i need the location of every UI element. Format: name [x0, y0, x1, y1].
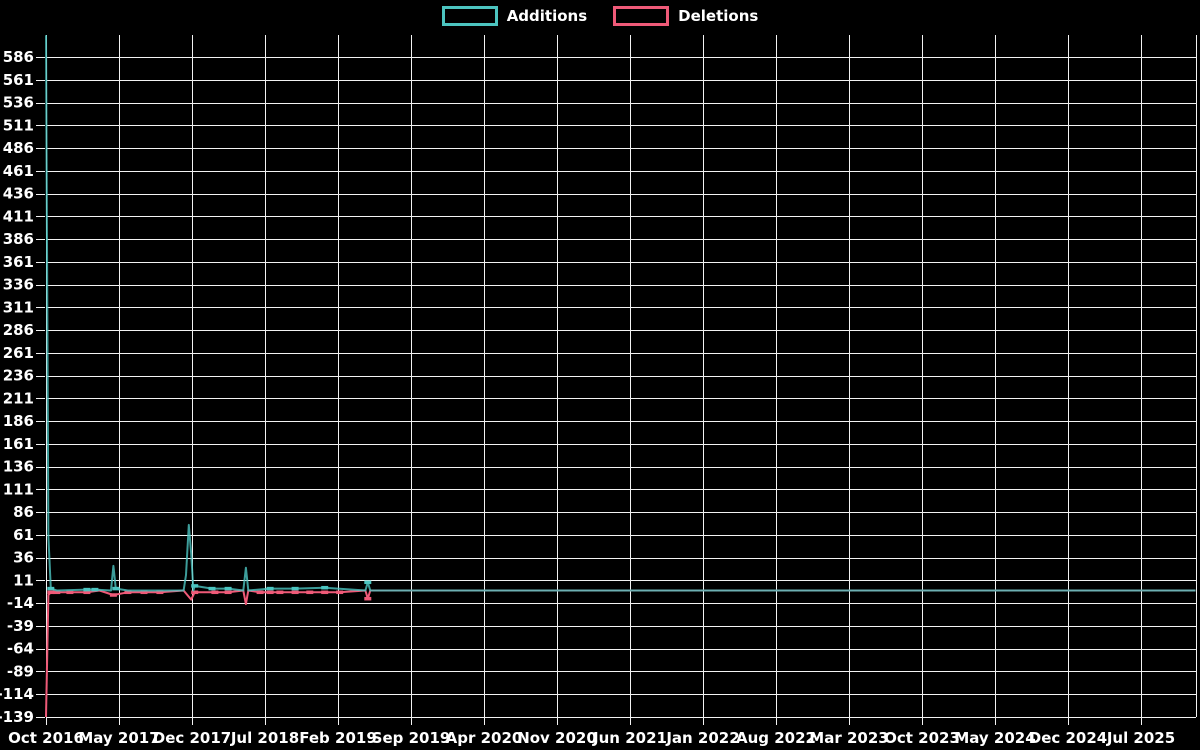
- additions-swatch-icon: [441, 6, 498, 26]
- svg-text:Nov 2020: Nov 2020: [517, 729, 597, 747]
- svg-text:211: 211: [3, 389, 34, 407]
- gridlines: [36, 35, 1197, 725]
- svg-text:-14: -14: [7, 594, 34, 612]
- legend-label-deletions: Deletions: [678, 6, 759, 25]
- svg-text:Aug 2022: Aug 2022: [736, 729, 816, 747]
- svg-text:Jun 2021: Jun 2021: [592, 729, 667, 747]
- svg-text:May 2017: May 2017: [78, 729, 159, 747]
- legend-item-deletions[interactable]: Deletions: [613, 6, 758, 26]
- deletions-swatch-icon: [613, 6, 670, 26]
- svg-text:136: 136: [3, 458, 34, 476]
- deletions-line: [45, 589, 1196, 718]
- svg-text:Oct 2016: Oct 2016: [8, 729, 84, 747]
- chart-legend: Additions Deletions: [0, 6, 1200, 26]
- additions-line: [45, 35, 1196, 592]
- svg-text:Dec 2024: Dec 2024: [1029, 729, 1108, 747]
- svg-text:11: 11: [13, 571, 34, 589]
- svg-text:436: 436: [3, 185, 34, 203]
- svg-text:486: 486: [3, 139, 34, 157]
- svg-text:-139: -139: [0, 708, 34, 726]
- svg-text:186: 186: [3, 412, 34, 430]
- svg-text:111: 111: [3, 480, 34, 498]
- svg-text:311: 311: [3, 298, 34, 316]
- legend-item-additions[interactable]: Additions: [441, 6, 588, 26]
- svg-text:Mar 2023: Mar 2023: [809, 729, 888, 747]
- svg-text:-64: -64: [7, 640, 34, 658]
- svg-text:Jan 2022: Jan 2022: [665, 729, 739, 747]
- svg-text:261: 261: [3, 344, 34, 362]
- svg-text:-89: -89: [7, 663, 34, 681]
- svg-text:Apr 2020: Apr 2020: [446, 729, 523, 747]
- svg-text:61: 61: [13, 526, 34, 544]
- svg-text:411: 411: [3, 207, 34, 225]
- legend-label-additions: Additions: [506, 6, 588, 25]
- svg-text:161: 161: [3, 435, 34, 453]
- svg-text:Sep 2019: Sep 2019: [372, 729, 451, 747]
- svg-text:Oct 2023: Oct 2023: [884, 729, 960, 747]
- svg-text:Jul 2025: Jul 2025: [1106, 729, 1175, 747]
- svg-text:36: 36: [13, 549, 34, 567]
- svg-text:-114: -114: [0, 685, 34, 703]
- svg-text:386: 386: [3, 230, 34, 248]
- svg-text:Jul 2018: Jul 2018: [230, 729, 299, 747]
- svg-text:336: 336: [3, 276, 34, 294]
- svg-text:511: 511: [3, 116, 34, 134]
- svg-text:Feb 2019: Feb 2019: [299, 729, 377, 747]
- svg-text:536: 536: [3, 94, 34, 112]
- svg-text:361: 361: [3, 253, 34, 271]
- svg-text:461: 461: [3, 162, 34, 180]
- svg-text:-39: -39: [7, 617, 34, 635]
- svg-text:May 2024: May 2024: [954, 729, 1035, 747]
- svg-text:86: 86: [13, 503, 34, 521]
- y-axis-labels: 586 561 536 511 486 461 436 411 386 361 336 311 286 2…: [0, 48, 34, 726]
- svg-text:236: 236: [3, 367, 34, 385]
- svg-text:286: 286: [3, 321, 34, 339]
- svg-text:561: 561: [3, 71, 34, 89]
- svg-text:586: 586: [3, 48, 34, 66]
- svg-text:Dec 2017: Dec 2017: [153, 729, 232, 747]
